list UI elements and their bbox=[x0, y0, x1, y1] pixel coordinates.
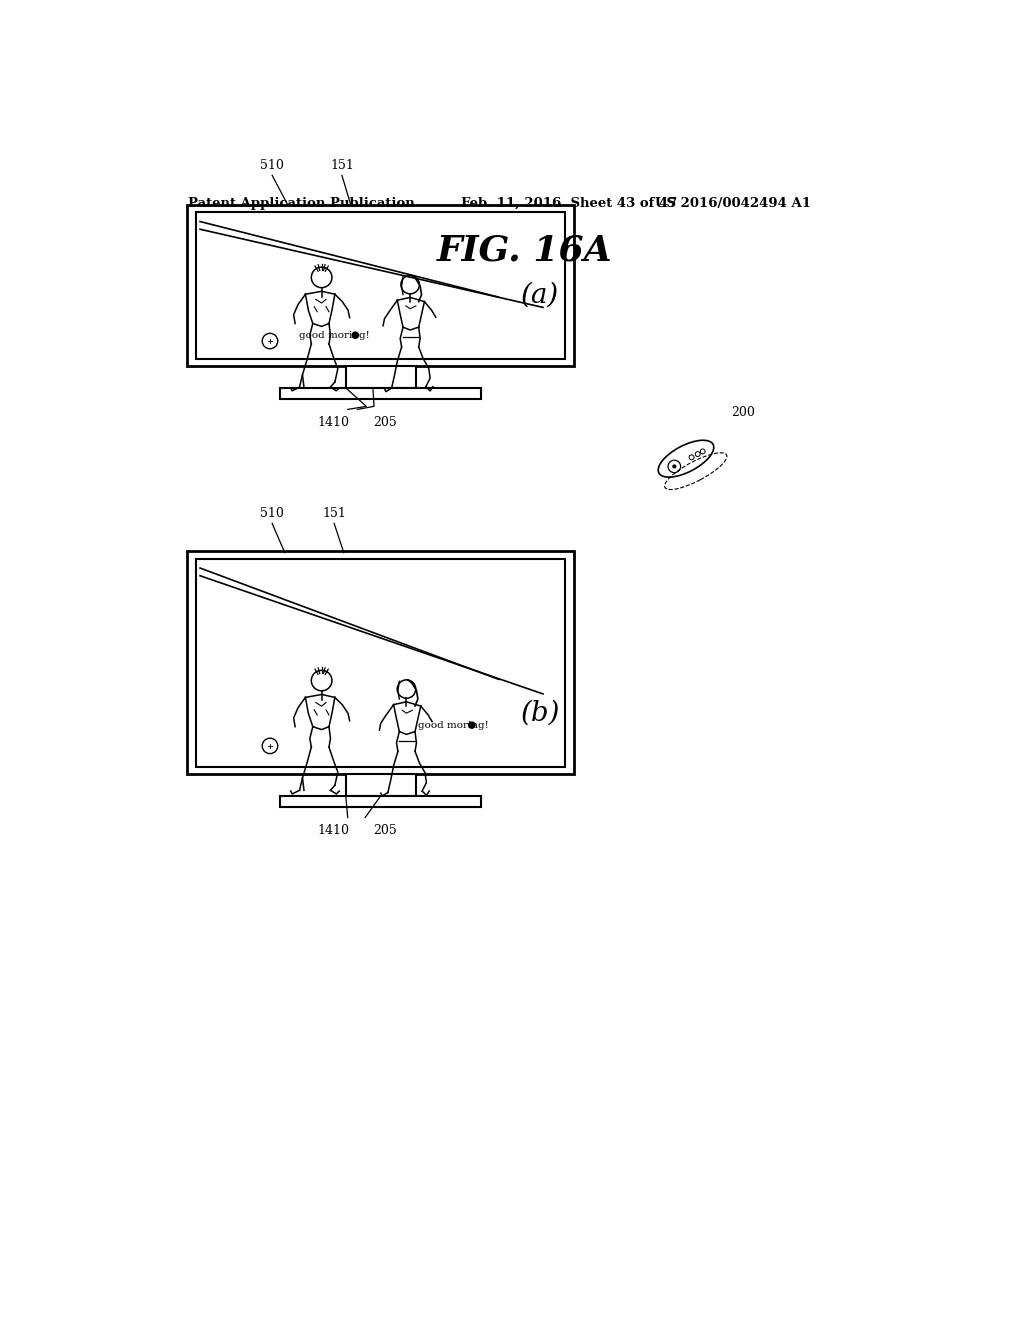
Text: 510: 510 bbox=[260, 507, 284, 520]
Text: 1410: 1410 bbox=[317, 416, 349, 429]
Circle shape bbox=[469, 722, 475, 729]
Text: FIG. 16A: FIG. 16A bbox=[437, 234, 612, 268]
Bar bbox=[197, 558, 565, 767]
Bar bbox=[346, 775, 416, 796]
Text: Patent Application Publication: Patent Application Publication bbox=[188, 197, 415, 210]
Text: good moring!: good moring! bbox=[299, 331, 371, 339]
Bar bbox=[187, 205, 574, 367]
Bar bbox=[346, 367, 416, 388]
Bar bbox=[187, 552, 574, 775]
Text: (a): (a) bbox=[521, 282, 559, 309]
Text: 510: 510 bbox=[260, 160, 284, 173]
Text: 151: 151 bbox=[323, 507, 346, 520]
Text: 205: 205 bbox=[373, 416, 396, 429]
Circle shape bbox=[352, 333, 358, 338]
Bar bbox=[280, 388, 481, 399]
Text: (b): (b) bbox=[520, 700, 560, 726]
Text: good moring!: good moring! bbox=[418, 721, 488, 730]
Text: 200: 200 bbox=[731, 407, 755, 418]
Text: Feb. 11, 2016  Sheet 43 of 47: Feb. 11, 2016 Sheet 43 of 47 bbox=[461, 197, 678, 210]
Text: 1410: 1410 bbox=[317, 824, 349, 837]
Text: 205: 205 bbox=[373, 824, 396, 837]
Bar bbox=[280, 796, 481, 807]
Circle shape bbox=[673, 465, 676, 467]
Text: US 2016/0042494 A1: US 2016/0042494 A1 bbox=[655, 197, 811, 210]
Bar bbox=[197, 213, 565, 359]
Text: 151: 151 bbox=[330, 160, 354, 173]
